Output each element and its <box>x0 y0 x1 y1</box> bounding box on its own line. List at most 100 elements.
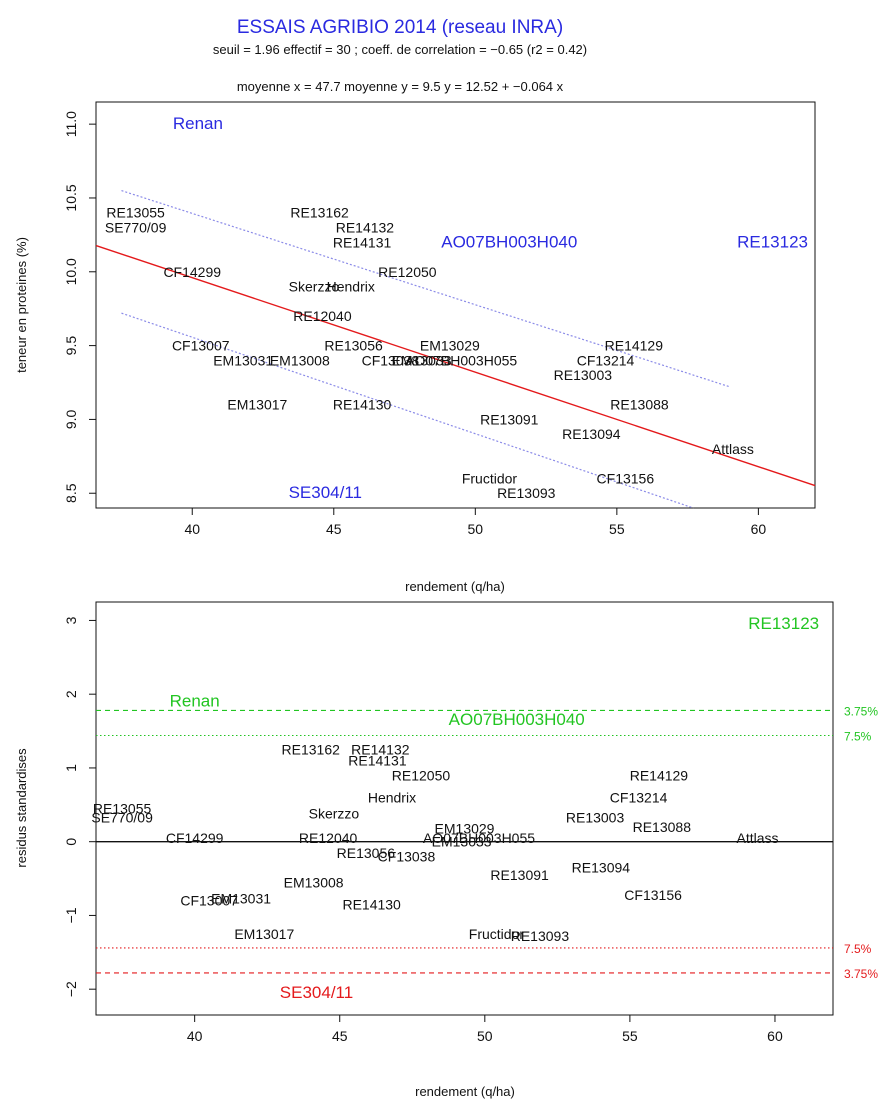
plot2-reference-lines: 3.75% 7.5% 7.5% 3.75% <box>96 704 878 981</box>
plot2-point-label: EM13031 <box>211 890 271 906</box>
plot1-y-tick-label: 10.5 <box>63 184 79 211</box>
plot2-point-label: RE14132 <box>351 742 410 758</box>
plot1-x-axis-label: rendement (q/ha) <box>405 579 505 594</box>
plot1-point-label: EM13031 <box>213 352 273 368</box>
plot1-point-label: EM13008 <box>270 352 330 368</box>
plot1-point-label: RE14130 <box>333 397 392 413</box>
plot1-point-label: RE13123 <box>737 232 808 251</box>
plot2-y-tick-label: 1 <box>63 764 79 772</box>
plot1-point-label: Renan <box>173 114 223 133</box>
plot2-point-label: EM13008 <box>284 874 344 890</box>
plot2-x-tick-label: 50 <box>477 1028 493 1044</box>
plot1-x-tick-label: 40 <box>184 521 200 537</box>
plot1-ci-lower <box>121 312 694 509</box>
plot1-y-tick-label: 8.5 <box>63 483 79 503</box>
plot1-point-label: EM13017 <box>227 397 287 413</box>
plot1-point-label: CF14299 <box>163 264 221 280</box>
scatter-plot-proteins: 40 45 50 55 60 8.5 9.0 9.5 10.0 10.5 11.0 Renan RE… <box>14 101 816 594</box>
plot2-point-label: RE13091 <box>490 867 549 883</box>
plot2-x-axis: 40 45 50 55 60 <box>187 1015 783 1044</box>
plot2-point-label: RE13123 <box>748 614 819 633</box>
plot1-point-label: RE13088 <box>610 397 669 413</box>
plot1-point-label: EM13033 <box>392 352 452 368</box>
chart-title: ESSAIS AGRIBIO 2014 (reseau INRA) <box>237 17 563 38</box>
plot2-x-tick-label: 45 <box>332 1028 348 1044</box>
plot2-point-label: RE12040 <box>299 830 358 846</box>
plot2-point-label: EM13033 <box>432 834 492 850</box>
plot1-point-label: Skerzzo <box>289 279 340 295</box>
plot2-point-label: CF13214 <box>610 789 668 805</box>
plot1-y-tick-label: 10.0 <box>63 258 79 285</box>
plot1-point-label: RE13055 <box>106 205 165 221</box>
plot2-point-label: RE13088 <box>633 819 692 835</box>
plot2-x-tick-label: 55 <box>622 1028 638 1044</box>
plot1-point-label: RE13003 <box>554 367 613 383</box>
plot2-y-tick-label: 2 <box>63 690 79 698</box>
plot2-point-label: Attlass <box>737 830 779 846</box>
plot2-point-label: RE14131 <box>348 753 407 769</box>
plot1-y-axis: 8.5 9.0 9.5 10.0 10.5 11.0 <box>63 111 96 503</box>
plot1-x-tick-label: 45 <box>326 521 342 537</box>
plot2-point-label: RE13162 <box>282 742 341 758</box>
plot2-point-label: RE13003 <box>566 809 625 825</box>
plot1-point-label: RE12050 <box>378 264 437 280</box>
plot1-x-axis: 40 45 50 55 60 <box>184 508 766 537</box>
plot2-x-tick-label: 60 <box>767 1028 783 1044</box>
means-line: moyenne x = 47.7 moyenne y = 9.5 y = 12.… <box>237 79 564 94</box>
plot2-point-label: AO07BH003H040 <box>449 710 585 729</box>
plot1-point-label: RE13094 <box>562 426 621 442</box>
plot2-point-label: EM13029 <box>435 820 495 836</box>
plot2-reference-line-label: 3.75% <box>844 967 878 981</box>
plot1-x-tick-label: 60 <box>751 521 767 537</box>
plot2-point-label: Fructidor <box>469 926 525 942</box>
plot1-regression <box>95 244 816 487</box>
plot2-x-axis-label: rendement (q/ha) <box>415 1084 515 1099</box>
plot2-point-label: Skerzzo <box>309 806 360 822</box>
plot2-x-tick-label: 40 <box>187 1028 203 1044</box>
plot1-point-label: RE13091 <box>480 411 539 427</box>
plot2-point-label: Renan <box>170 692 220 711</box>
plot1-point-label: SE304/11 <box>289 483 362 502</box>
plot1-point-label: Hendrix <box>327 279 375 295</box>
plot2-point-label: AO07BH003H055 <box>423 830 535 846</box>
plot2-point-label: RE14129 <box>630 767 689 783</box>
plot2-point-label: RE13094 <box>572 860 631 876</box>
plot2-y-axis: −2 −1 0 1 2 3 <box>63 616 96 997</box>
plot1-y-tick-label: 9.0 <box>63 409 79 429</box>
plot2-y-tick-label: −1 <box>63 907 79 923</box>
plot2-point-label: CF13038 <box>378 848 436 864</box>
plot2-y-tick-label: −2 <box>63 981 79 997</box>
plot1-y-tick-label: 9.5 <box>63 336 79 356</box>
plot1-points: RenanRE13055SE770/09RE13162RE14132RE1413… <box>105 114 808 502</box>
plot1-point-label: SE770/09 <box>105 219 167 235</box>
plot2-frame <box>95 601 834 1016</box>
scatter-plot-residuals: 3.75% 7.5% 7.5% 3.75% 40 45 50 55 60 −2 −1 0 1 2 3 R… <box>14 601 878 1099</box>
plot1-point-label: RE13056 <box>324 338 383 354</box>
plot1-point-label: AO07BH003H055 <box>405 352 517 368</box>
plot1-point-label: CF13038 <box>362 352 420 368</box>
plot1-point-label: CF13214 <box>577 352 635 368</box>
plot1-point-label: CF13156 <box>597 470 655 486</box>
plot1-ci-upper <box>121 190 731 388</box>
plot2-reference-line-label: 3.75% <box>844 704 878 718</box>
plot1-point-label: Fructidor <box>462 470 518 486</box>
plot2-point-label: CF13156 <box>624 887 682 903</box>
plot1-y-axis-label: teneur en proteines (%) <box>14 237 29 373</box>
plot2-reference-line-label: 7.5% <box>844 942 872 956</box>
plot2-reference-line-label: 7.5% <box>844 729 872 743</box>
plot1-point-label: Attlass <box>712 441 754 457</box>
plot2-point-label: Hendrix <box>368 789 416 805</box>
plot2-point-label: CF13007 <box>180 893 238 909</box>
plot1-point-label: RE13093 <box>497 485 556 501</box>
plot2-point-label: RE13056 <box>337 845 396 861</box>
plot2-point-label: SE304/11 <box>280 983 353 1002</box>
plot2-point-label: SE770/09 <box>91 809 153 825</box>
plot2-point-label: RE13093 <box>511 928 570 944</box>
plot2-point-label: RE14130 <box>342 896 401 912</box>
plot2-point-label: RE12050 <box>392 767 451 783</box>
plot2-point-label: CF14299 <box>166 830 224 846</box>
plot1-point-label: EM13029 <box>420 338 480 354</box>
plot2-point-label: EM13017 <box>234 926 294 942</box>
